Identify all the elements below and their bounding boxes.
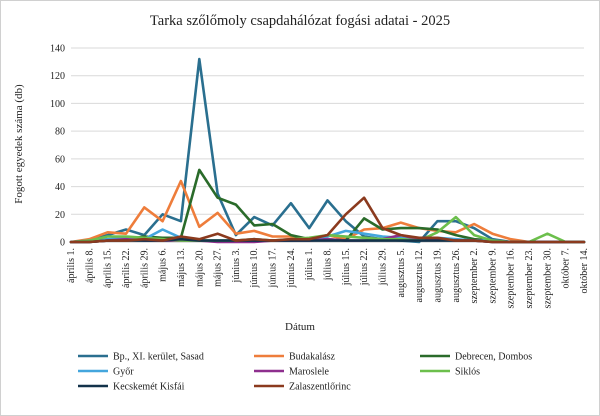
series-line-zalaszentlorinc [69,196,586,244]
y-tick-label: 60 [55,154,65,165]
x-tick-label: szeptember 2. [469,248,480,304]
legend: Bp., XI. kerület, Sasad Budakalász Debrece… [78,352,532,393]
x-tick-label: július 22. [359,248,370,286]
legend-label: Budakalász [289,352,336,363]
legend-label: Kecskemét Kisfái [113,382,185,393]
y-axis-title: Fogott egyedek száma (db) [13,84,25,204]
x-tick-label: augusztus 19. [432,248,443,302]
legend-label: Zalaszentlőrinc [289,382,351,393]
x-tick-label: április 15. [103,248,114,288]
x-tick-label: május 13. [176,248,187,287]
x-tick-label: szeptember 23. [524,248,535,309]
y-tick-label: 120 [50,71,65,82]
axes: 0 20 40 60 80 100 120 140 április 1. április 8. áp… [50,44,590,309]
x-tick-label: július 8. [323,248,334,281]
x-tick-label: május 27. [213,248,224,287]
x-tick-label: május 6. [158,248,169,282]
x-tick-label: június 24. [286,248,297,288]
y-tick-label: 20 [55,210,65,221]
x-tick-label: október 14. [579,248,590,294]
x-tick-label: szeptember 16. [506,248,517,309]
x-tick-label: május 20. [194,248,205,287]
y-tick-label: 40 [55,182,65,193]
y-tick-label: 140 [50,44,65,55]
x-tick-label: június 3. [231,248,242,283]
x-tick-label: augusztus 5. [396,248,407,297]
x-tick-label: október 7. [561,248,572,289]
x-axis-title: Dátum [285,321,315,333]
x-tick-label: augusztus 12. [414,248,425,302]
y-tick-label: 100 [50,99,65,110]
gridlines [71,47,584,215]
y-tick-label: 0 [60,238,65,249]
x-tick-label: augusztus 26. [451,248,462,302]
legend-label: Debrecen, Dombos [455,352,532,363]
x-tick-label: április 22. [121,248,132,288]
legend-label: Győr [113,367,134,378]
x-tick-label: szeptember 9. [487,248,498,304]
y-tick-label: 80 [55,127,65,138]
legend-label: Bp., XI. kerület, Sasad [113,352,204,363]
x-tick-label: június 17. [268,248,279,288]
legend-label: Siklós [455,367,480,378]
x-tick-label: július 1. [304,248,315,281]
x-tick-label: június 10. [249,248,260,288]
legend-label: Maroslele [289,367,330,378]
x-tick-label: szeptember 30. [542,248,553,309]
series-lines [69,57,586,244]
x-tick-label: április 8. [84,248,95,283]
x-tick-label: április 29. [139,248,150,288]
chart-title: Tarka szőlőmoly csapdahálózat fogási ada… [150,13,450,29]
x-tick-label: július 15. [341,248,352,286]
x-tick-label: április 1. [66,248,77,283]
x-tick-label: július 29. [377,248,388,286]
